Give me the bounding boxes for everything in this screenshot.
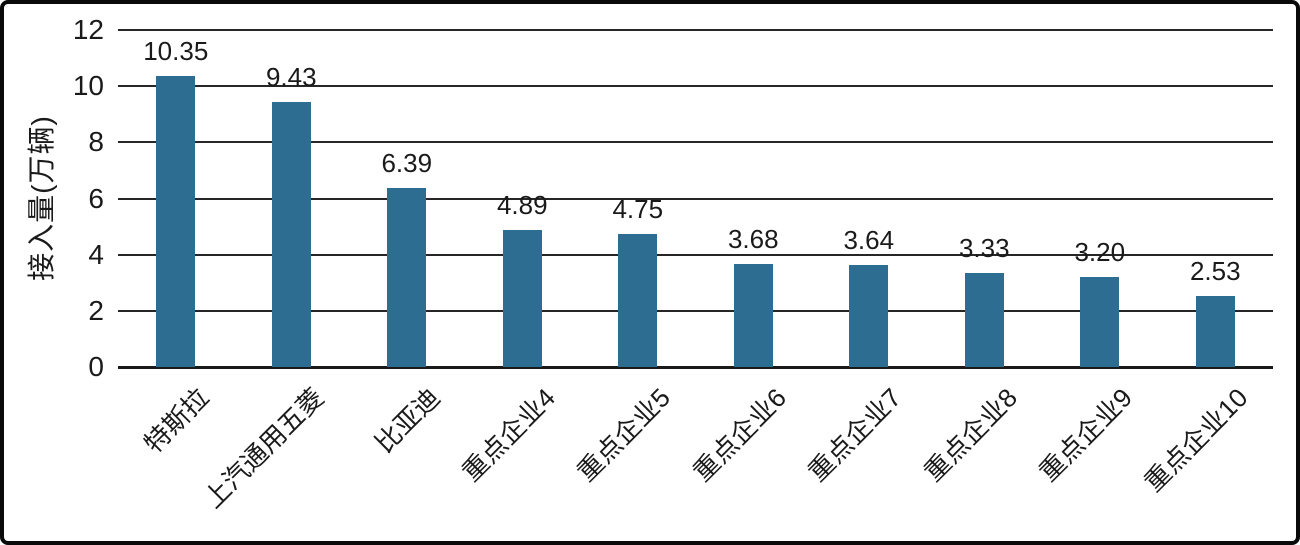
bar [1080, 277, 1120, 367]
x-axis-line [118, 366, 1273, 369]
bar-value-label: 3.64 [843, 224, 895, 255]
bar-value-label: 4.89 [496, 189, 548, 220]
y-tick-label: 6 [88, 182, 104, 214]
bar [618, 233, 658, 367]
y-tick-label: 10 [72, 70, 104, 102]
x-category-label: 重点企业10 [1138, 382, 1254, 498]
bar [502, 229, 542, 367]
y-tick-label: 2 [88, 294, 104, 326]
gridline [118, 85, 1273, 88]
x-category-label: 重点企业7 [802, 382, 908, 488]
x-category-label: 上汽通用五菱 [198, 382, 330, 514]
gridline [118, 141, 1273, 144]
bar [271, 102, 311, 367]
bar [1195, 295, 1235, 367]
bar [156, 76, 196, 367]
plot-area: 接入量(万辆) 0 2 4 6 8 10 12 10.35 特斯拉 9.43 上汽通用五菱 6.39 比… [4, 4, 1296, 541]
bar-value-label: 3.33 [958, 233, 1010, 264]
y-tick-label: 0 [88, 351, 104, 382]
bar-value-label: 3.20 [1074, 237, 1126, 268]
x-category-label: 重点企业8 [917, 382, 1023, 488]
bar-value-label: 10.35 [143, 36, 209, 67]
gridline [118, 197, 1273, 200]
x-category-label: 重点企业9 [1033, 382, 1139, 488]
bar-value-label: 6.39 [381, 147, 433, 178]
bar-value-label: 4.75 [612, 193, 664, 224]
bar-value-label: 3.68 [727, 223, 779, 254]
bar-value-label: 9.43 [265, 62, 317, 93]
y-tick-label: 8 [88, 126, 104, 158]
gridline [118, 29, 1273, 31]
x-category-label: 特斯拉 [137, 382, 215, 459]
bar [733, 263, 773, 367]
bar [387, 187, 427, 367]
y-tick-label: 12 [72, 14, 104, 45]
x-category-label: 重点企业6 [686, 382, 792, 488]
x-category-label: 比亚迪 [368, 382, 446, 459]
y-tick-label: 4 [88, 238, 104, 270]
bar-value-label: 2.53 [1189, 255, 1241, 286]
x-category-label: 重点企业5 [571, 382, 677, 488]
bar [964, 273, 1004, 367]
gridline [118, 309, 1273, 312]
x-category-label: 重点企业4 [455, 382, 561, 488]
bar [849, 264, 889, 367]
gridline [118, 253, 1273, 256]
